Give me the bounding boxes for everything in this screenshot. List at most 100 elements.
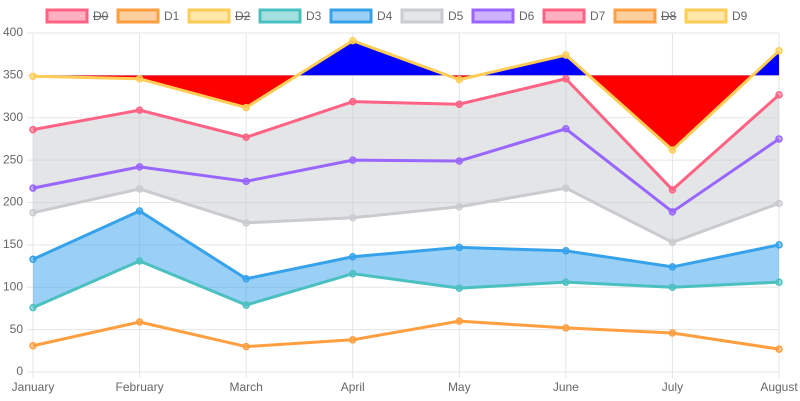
point (455, 100, 464, 108)
legend-swatch (45, 8, 89, 24)
point (348, 36, 357, 45)
y-tick-label: 50 (10, 322, 24, 336)
legend-label: D2 (235, 9, 251, 23)
legend-label: D8 (661, 9, 677, 23)
point (562, 278, 570, 286)
point (29, 255, 37, 264)
area-fill-below (33, 75, 779, 150)
point (135, 207, 144, 215)
point (135, 163, 144, 171)
legend-swatch (684, 8, 728, 24)
y-tick-label: 100 (3, 279, 23, 293)
point (455, 243, 464, 252)
point (29, 125, 37, 134)
legend-swatch (613, 8, 657, 24)
point (562, 324, 570, 332)
point (29, 208, 37, 217)
point (775, 199, 783, 208)
point (562, 75, 570, 83)
x-tick-label: January (12, 380, 55, 394)
point (668, 329, 677, 337)
point (242, 342, 250, 351)
legend-label: D7 (590, 9, 606, 23)
point (562, 247, 570, 255)
legend-label: D5 (448, 9, 464, 23)
point (242, 301, 250, 309)
line (32, 209, 780, 281)
x-tick-label: May (448, 380, 471, 394)
point (775, 345, 783, 353)
point (348, 252, 357, 261)
x-tick-label: June (553, 380, 579, 394)
point (348, 336, 357, 344)
legend-swatch (258, 8, 302, 24)
point (668, 146, 677, 154)
point (29, 72, 37, 80)
point (135, 106, 144, 114)
point (348, 97, 357, 106)
point (668, 283, 677, 291)
line (32, 127, 780, 214)
point (348, 214, 357, 222)
point (242, 275, 250, 283)
point (242, 133, 250, 141)
point (455, 157, 464, 165)
y-tick-label: 350 (3, 68, 23, 82)
x-tick-label: July (662, 380, 683, 394)
x-tick-label: August (760, 380, 798, 394)
legend-swatch (471, 8, 515, 24)
y-tick-label: 400 (3, 25, 23, 39)
line (32, 259, 780, 309)
legend-label: D6 (519, 9, 535, 23)
point (29, 303, 37, 312)
point (455, 284, 464, 292)
legend-swatch (400, 8, 444, 24)
point (242, 219, 250, 227)
legend-label: D0 (93, 9, 109, 23)
point (455, 317, 464, 325)
point (135, 318, 144, 326)
line (32, 186, 780, 244)
area-fill-above (33, 40, 779, 76)
point (242, 177, 250, 186)
legend-swatch (329, 8, 373, 24)
line (32, 319, 780, 351)
point (562, 125, 570, 133)
point (775, 278, 783, 286)
line (32, 39, 781, 152)
point (348, 156, 357, 164)
legend-swatch (187, 8, 231, 24)
y-tick-label: 0 (16, 364, 23, 378)
point (775, 91, 783, 99)
point (668, 238, 677, 247)
legend-label: D9 (732, 9, 748, 23)
legend-label: D3 (306, 9, 322, 23)
point (668, 208, 677, 216)
x-tick-label: April (341, 380, 365, 394)
point (562, 184, 570, 192)
legend-label: D4 (377, 9, 393, 23)
point (668, 263, 677, 271)
point (135, 75, 144, 83)
point (455, 75, 464, 84)
point (455, 202, 464, 211)
point (135, 185, 144, 193)
x-tick-label: February (116, 380, 164, 394)
point (29, 184, 37, 192)
point (242, 103, 250, 112)
point (775, 47, 783, 55)
y-tick-label: 150 (3, 237, 23, 251)
y-tick-label: 250 (3, 152, 23, 166)
point (348, 269, 357, 278)
line (32, 77, 780, 192)
point (29, 341, 37, 350)
x-tick-label: March (229, 380, 262, 394)
point (775, 135, 783, 143)
y-tick-label: 200 (3, 195, 23, 209)
point (668, 186, 677, 194)
legend-swatch (116, 8, 160, 24)
point (135, 257, 144, 265)
legend-label: D1 (164, 9, 180, 23)
point (562, 51, 570, 59)
